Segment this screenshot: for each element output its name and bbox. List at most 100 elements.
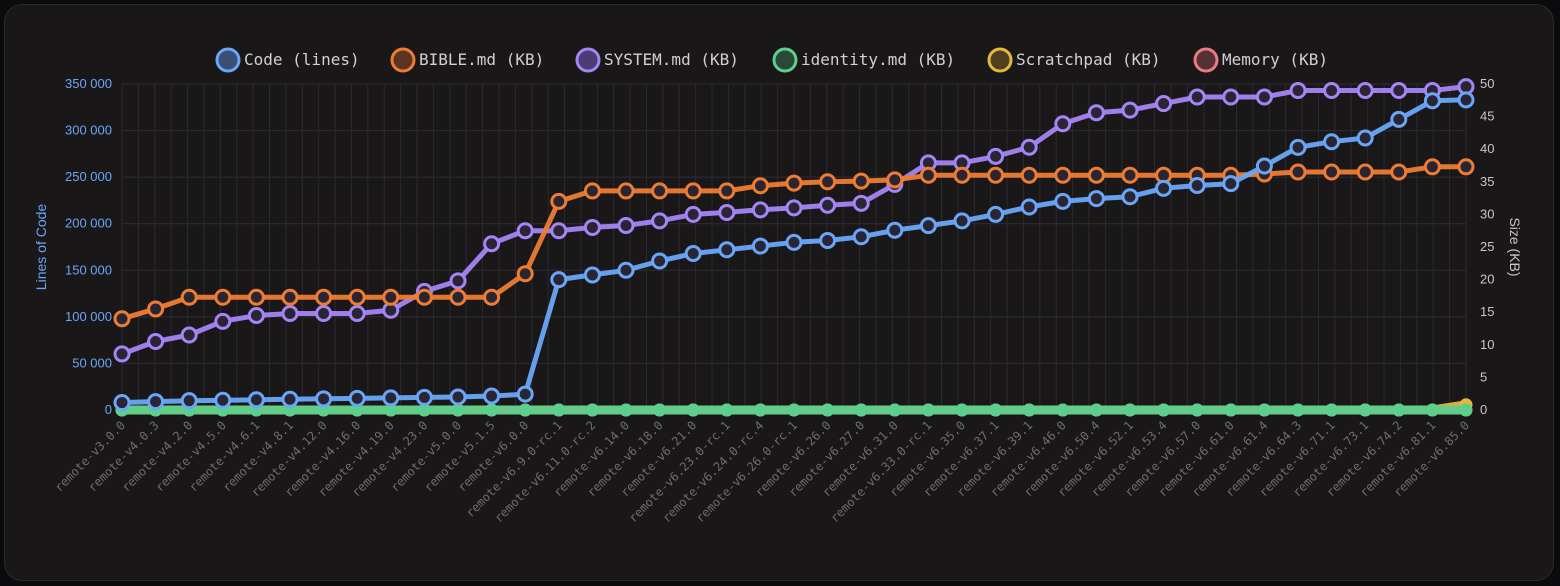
data-point (1121, 166, 1139, 184)
y2-tick-label: 40 (1480, 141, 1494, 156)
legend-marker (215, 47, 241, 73)
data-point (415, 288, 433, 306)
data-point (1289, 163, 1307, 181)
data-point (617, 216, 635, 234)
data-point (785, 174, 803, 192)
data-point (751, 177, 769, 195)
data-point (449, 272, 467, 290)
data-point (1323, 133, 1341, 151)
data-point (1390, 163, 1408, 181)
y2-axis-title: Size (KB) (1507, 217, 1523, 276)
data-point (617, 182, 635, 200)
data-point (1121, 188, 1139, 206)
data-point (113, 345, 131, 363)
data-point (1020, 138, 1038, 156)
data-point (348, 288, 366, 306)
legend-label: Code (lines) (244, 50, 360, 69)
data-point (1087, 104, 1105, 122)
data-point (214, 391, 232, 409)
data-point (1155, 95, 1173, 113)
data-point (1255, 88, 1273, 106)
data-point (180, 288, 198, 306)
data-point (886, 171, 904, 189)
data-point (550, 222, 568, 240)
data-point (1358, 403, 1372, 417)
data-point (1054, 166, 1072, 184)
data-point (686, 403, 700, 417)
data-point (888, 403, 902, 417)
data-point (1323, 82, 1341, 100)
data-point (281, 288, 299, 306)
data-point (955, 403, 969, 417)
data-point (516, 222, 534, 240)
data-point (583, 266, 601, 284)
data-point (583, 218, 601, 236)
data-point (854, 403, 868, 417)
data-point (1291, 403, 1305, 417)
data-point (281, 390, 299, 408)
y2-tick-label: 25 (1480, 239, 1494, 254)
data-point (550, 192, 568, 210)
grid (121, 83, 1467, 411)
data-point (987, 205, 1005, 223)
legend-marker (575, 47, 601, 73)
data-point (718, 182, 736, 200)
y2-tick-label: 10 (1480, 337, 1494, 352)
series-layer (113, 78, 1475, 417)
data-point (1423, 158, 1441, 176)
y-axis-title: Lines of Code (33, 204, 49, 291)
data-point (483, 387, 501, 405)
data-point (787, 403, 801, 417)
data-point (651, 212, 669, 230)
data-point (785, 199, 803, 217)
data-point (214, 312, 232, 330)
data-point (247, 391, 265, 409)
y2-tick-label: 45 (1480, 109, 1494, 124)
data-point (1087, 190, 1105, 208)
data-point (953, 212, 971, 230)
data-point (921, 403, 935, 417)
data-point (1054, 115, 1072, 133)
data-point (415, 388, 433, 406)
legend-marker (390, 47, 416, 73)
y2-tick-label: 20 (1480, 272, 1494, 287)
data-point (1289, 138, 1307, 156)
data-point (651, 252, 669, 270)
data-point (1056, 403, 1070, 417)
y2-tick-label: 0 (1480, 402, 1487, 417)
data-point (315, 305, 333, 323)
data-point (583, 182, 601, 200)
data-point (1457, 158, 1475, 176)
legend-label: BIBLE.md (KB) (419, 50, 544, 69)
legend-marker (987, 47, 1013, 73)
data-point (1390, 82, 1408, 100)
data-point (684, 205, 702, 223)
data-point (516, 265, 534, 283)
data-point (1323, 163, 1341, 181)
data-point (718, 241, 736, 259)
data-point (785, 233, 803, 251)
y-tick-label: 350 000 (65, 76, 112, 91)
legend: Code (lines) BIBLE.md (KB) SYSTEM.md (KB) i… (215, 47, 1328, 73)
data-point (281, 305, 299, 323)
data-point (550, 271, 568, 289)
data-point (919, 217, 937, 235)
y2-tick-label: 30 (1480, 206, 1494, 221)
data-point (1392, 403, 1406, 417)
data-point (247, 288, 265, 306)
data-point (1222, 175, 1240, 193)
data-point (382, 389, 400, 407)
data-point (247, 306, 265, 324)
data-point (684, 182, 702, 200)
data-point (1325, 403, 1339, 417)
data-point (753, 403, 767, 417)
data-point (821, 403, 835, 417)
data-point (852, 194, 870, 212)
data-point (485, 403, 499, 417)
data-point (1222, 88, 1240, 106)
data-point (1459, 403, 1473, 417)
data-point (1356, 163, 1374, 181)
data-point (1257, 403, 1271, 417)
data-point (1020, 198, 1038, 216)
data-point (1457, 91, 1475, 109)
